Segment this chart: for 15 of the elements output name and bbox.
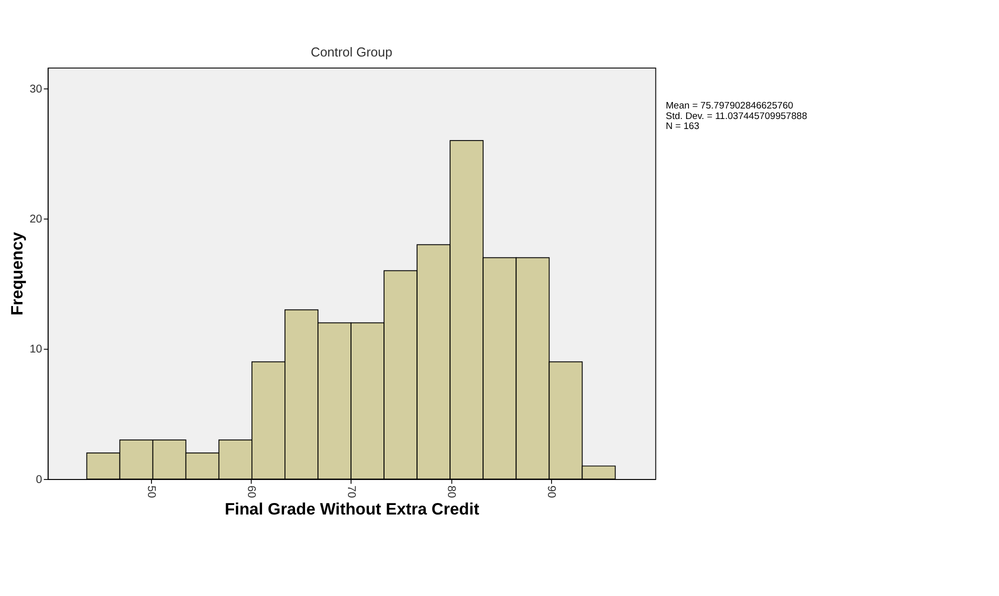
text: N = 163	[666, 121, 700, 132]
x-axis-title: Final Grade Without Extra Credit	[224, 500, 480, 519]
x-tick-label: 60	[244, 486, 257, 498]
y-tick-label: 20	[30, 214, 42, 226]
text: Mean = 75.797902846625760	[666, 100, 794, 112]
y-axis-title: Frequency	[8, 231, 27, 316]
x-tick-label: 90	[545, 486, 558, 498]
y-tick-label: 0	[36, 474, 42, 486]
y-tick-label: 30	[30, 83, 42, 96]
x-tick-label: 80	[445, 486, 458, 498]
text: Std. Dev. = 11.037445709957888	[666, 110, 808, 122]
x-tick-label: 50	[144, 486, 157, 498]
chart-title: Control Group	[310, 44, 392, 60]
x-tick-label: 70	[344, 486, 357, 498]
y-tick-label: 10	[30, 344, 42, 356]
